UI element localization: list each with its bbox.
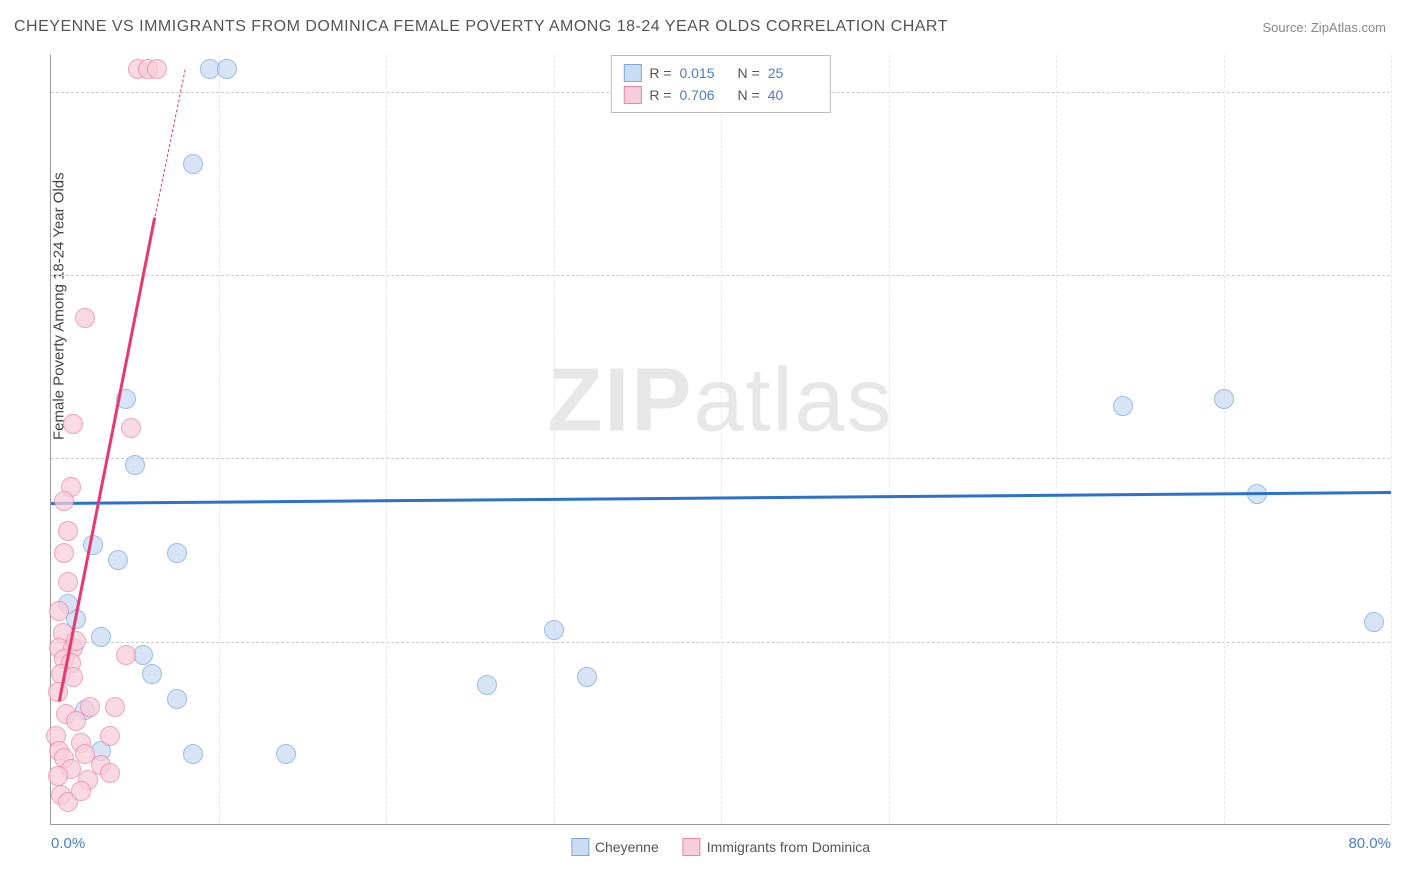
scatter-point	[71, 781, 91, 801]
legend-swatch	[683, 838, 701, 856]
legend-r-value: 0.706	[680, 87, 730, 103]
legend-series-label: Cheyenne	[595, 839, 659, 855]
legend-n-value: 40	[768, 87, 818, 103]
y-tick-label: 100.0%	[1400, 83, 1406, 100]
scatter-point	[183, 154, 203, 174]
watermark-bold: ZIP	[547, 351, 693, 451]
gridline-v	[1391, 55, 1392, 824]
scatter-point	[83, 535, 103, 555]
scatter-point	[1214, 389, 1234, 409]
legend-r-value: 0.015	[680, 65, 730, 81]
legend-r-label: R =	[649, 65, 671, 81]
scatter-point	[66, 711, 86, 731]
scatter-point	[63, 414, 83, 434]
source-label: Source: ZipAtlas.com	[1262, 20, 1386, 35]
legend-n-label: N =	[738, 87, 760, 103]
gridline-v	[1224, 55, 1225, 824]
gridline-v	[1056, 55, 1057, 824]
scatter-point	[217, 59, 237, 79]
scatter-point	[91, 627, 111, 647]
scatter-point	[58, 521, 78, 541]
scatter-point	[121, 418, 141, 438]
legend-series: Cheyenne Immigrants from Dominica	[571, 838, 870, 856]
scatter-point	[183, 744, 203, 764]
x-tick-label: 0.0%	[51, 835, 85, 852]
scatter-point	[108, 550, 128, 570]
scatter-point	[167, 689, 187, 709]
scatter-point	[105, 697, 125, 717]
legend-series-label: Immigrants from Dominica	[707, 839, 870, 855]
scatter-point	[58, 572, 78, 592]
gridline-v	[721, 55, 722, 824]
gridline-v	[554, 55, 555, 824]
legend-series-item: Immigrants from Dominica	[683, 838, 870, 856]
legend-series-item: Cheyenne	[571, 838, 659, 856]
legend-stats-row: R = 0.706 N = 40	[623, 84, 817, 106]
scatter-point	[544, 620, 564, 640]
chart-title: CHEYENNE VS IMMIGRANTS FROM DOMINICA FEM…	[14, 18, 948, 36]
legend-stats-row: R = 0.015 N = 25	[623, 62, 817, 84]
scatter-point	[75, 308, 95, 328]
scatter-point	[147, 59, 167, 79]
scatter-point	[54, 491, 74, 511]
legend-swatch	[623, 64, 641, 82]
scatter-point	[167, 543, 187, 563]
scatter-point	[100, 726, 120, 746]
scatter-point	[577, 667, 597, 687]
scatter-point	[54, 543, 74, 563]
scatter-point	[1113, 396, 1133, 416]
gridline-v	[219, 55, 220, 824]
y-tick-label: 75.0%	[1400, 267, 1406, 284]
legend-stats: R = 0.015 N = 25 R = 0.706 N = 40	[610, 55, 830, 113]
watermark-rest: atlas	[693, 351, 893, 451]
scatter-point	[1364, 612, 1384, 632]
gridline-v	[386, 55, 387, 824]
y-axis-label: Female Poverty Among 18-24 Year Olds	[51, 172, 68, 440]
scatter-point	[125, 455, 145, 475]
legend-n-label: N =	[738, 65, 760, 81]
legend-swatch	[623, 86, 641, 104]
y-tick-label: 50.0%	[1400, 450, 1406, 467]
legend-swatch	[571, 838, 589, 856]
scatter-point	[49, 601, 69, 621]
scatter-point	[276, 744, 296, 764]
x-tick-label: 80.0%	[1348, 835, 1391, 852]
scatter-point	[477, 675, 497, 695]
scatter-point	[48, 766, 68, 786]
y-tick-label: 25.0%	[1400, 633, 1406, 650]
plot-area: Female Poverty Among 18-24 Year Olds ZIP…	[50, 55, 1390, 825]
legend-r-label: R =	[649, 87, 671, 103]
legend-n-value: 25	[768, 65, 818, 81]
scatter-point	[142, 664, 162, 684]
scatter-point	[116, 645, 136, 665]
gridline-v	[889, 55, 890, 824]
scatter-point	[100, 763, 120, 783]
